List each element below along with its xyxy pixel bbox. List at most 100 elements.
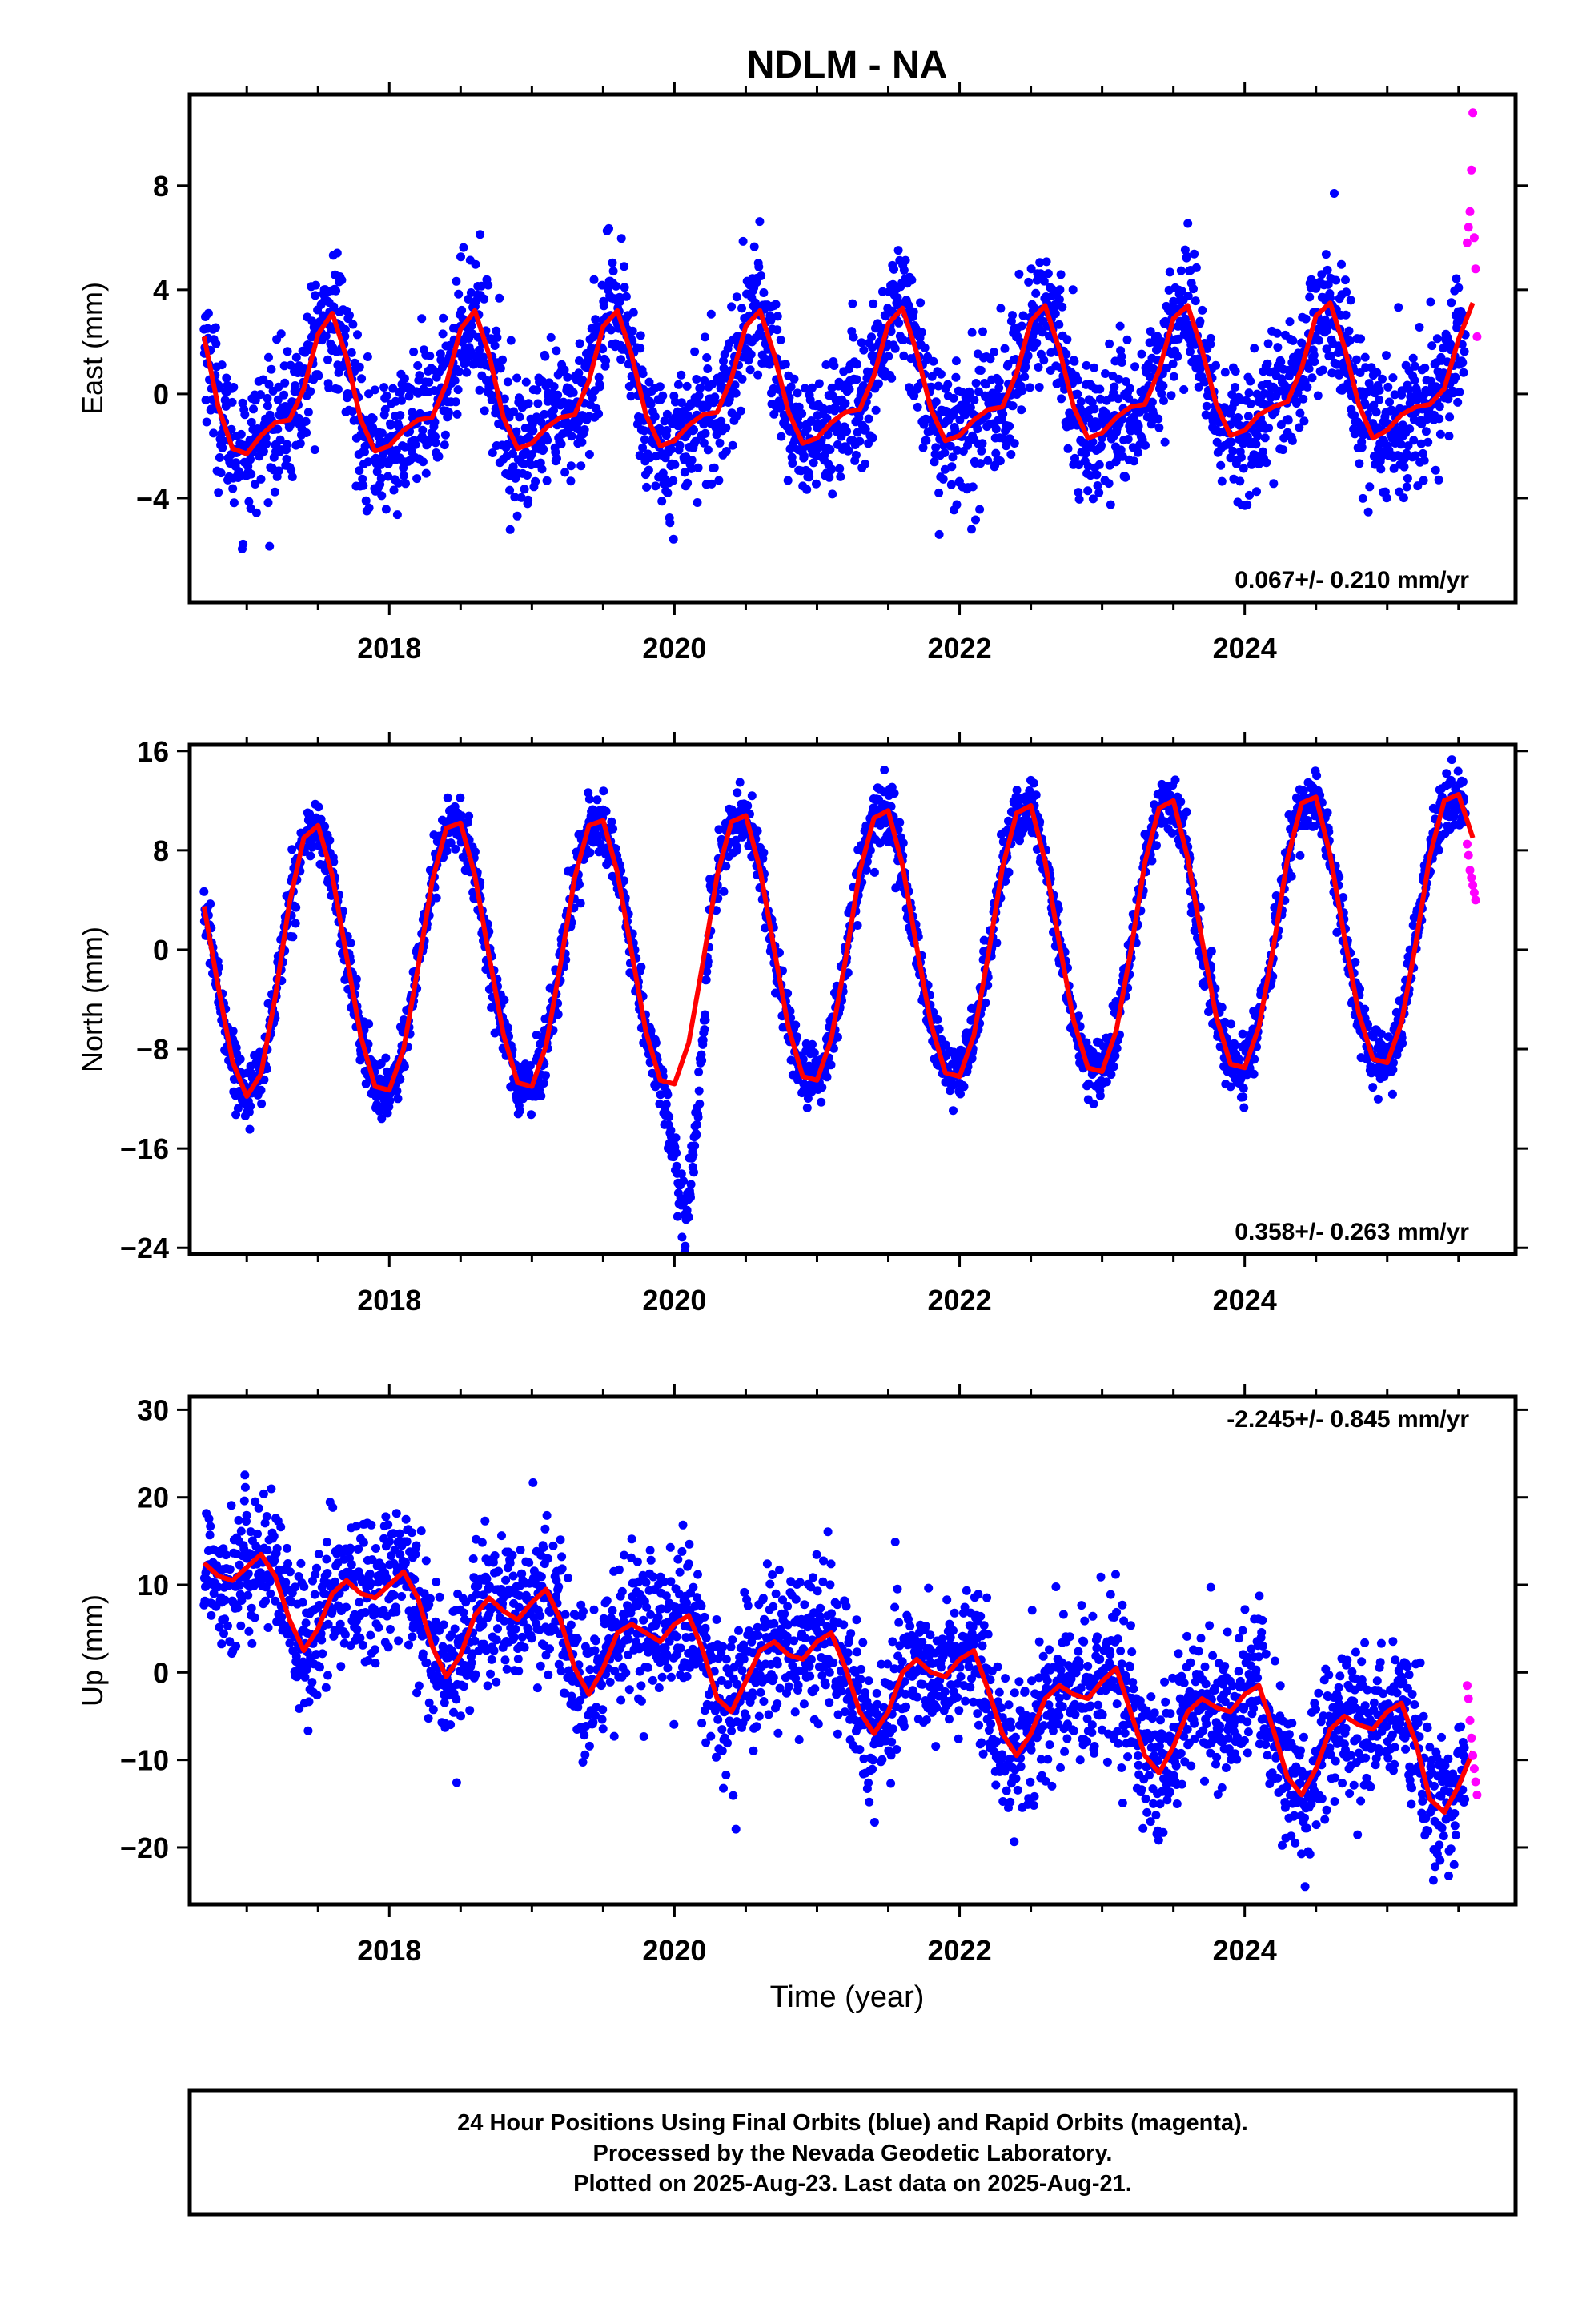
north-final-point <box>646 1026 656 1035</box>
north-final-point <box>443 793 452 802</box>
east-final-point <box>594 409 604 419</box>
east-final-point <box>696 383 705 392</box>
east-final-point <box>587 344 596 352</box>
north-final-point <box>791 1020 801 1030</box>
east-final-point <box>1435 414 1444 424</box>
north-final-point <box>584 788 593 798</box>
east-final-point <box>966 403 975 412</box>
east-final-point <box>1244 388 1254 398</box>
east-final-point <box>1198 305 1207 315</box>
north-final-point <box>536 1092 546 1100</box>
east-final-point <box>1073 389 1082 399</box>
north-final-point <box>942 1040 950 1050</box>
east-final-point <box>898 336 908 344</box>
north-final-point <box>1089 1099 1098 1108</box>
east-final-point <box>214 488 223 497</box>
east-rapid-point <box>1464 223 1473 232</box>
east-final-point <box>601 356 611 365</box>
east-final-point <box>1410 376 1419 385</box>
east-final-point <box>1181 314 1191 324</box>
north-final-point <box>1074 1011 1083 1021</box>
east-final-point <box>899 266 909 275</box>
east-final-point <box>1054 295 1064 304</box>
north-final-point <box>527 1110 536 1120</box>
east-final-point <box>901 255 910 265</box>
east-final-point <box>707 479 717 489</box>
east-final-point <box>706 309 716 319</box>
east-final-point <box>1246 399 1255 408</box>
north-final-point <box>833 1032 842 1042</box>
east-final-point <box>430 417 440 427</box>
north-final-point <box>798 1055 808 1064</box>
east-final-point <box>1090 404 1099 414</box>
north-final-point <box>500 995 509 1005</box>
east-final-point <box>1454 283 1464 292</box>
east-final-point <box>1443 394 1453 404</box>
east-final-point <box>1195 316 1205 326</box>
north-final-point <box>1112 1043 1122 1053</box>
north-final-point <box>636 963 646 971</box>
east-final-point <box>680 468 689 477</box>
east-final-point <box>812 479 821 489</box>
east-final-point <box>462 368 472 377</box>
east-final-point <box>512 427 521 436</box>
east-final-point <box>488 448 497 457</box>
east-rapid-point <box>1472 332 1482 341</box>
north-final-point <box>620 876 629 886</box>
east-final-point <box>1154 423 1164 432</box>
north-final-point <box>599 786 608 796</box>
east-final-point <box>264 352 273 362</box>
east-final-point <box>604 223 613 233</box>
east-final-point <box>1073 376 1082 385</box>
east-final-point <box>332 248 342 258</box>
east-final-point <box>845 384 854 394</box>
east-final-point <box>1056 270 1066 279</box>
east-final-point <box>1303 382 1312 392</box>
east-final-point <box>1159 396 1168 405</box>
east-final-point <box>1243 500 1252 509</box>
east-final-point <box>1293 388 1303 397</box>
east-final-point <box>1365 482 1375 492</box>
east-final-point <box>789 374 799 384</box>
east-final-point <box>490 341 500 350</box>
north-final-point <box>470 847 480 857</box>
east-final-point <box>1246 376 1255 386</box>
east-final-point <box>1299 394 1308 404</box>
chart-title: NDLM - NA <box>747 44 948 86</box>
east-final-point <box>310 445 319 455</box>
east-final-point <box>755 217 765 227</box>
north-final-point <box>235 1055 245 1064</box>
north-final-point <box>853 921 862 930</box>
east-final-point <box>1202 401 1211 411</box>
north-final-point <box>694 1068 704 1077</box>
east-final-point <box>287 465 296 475</box>
east-final-point <box>1382 493 1391 503</box>
east-final-point <box>353 330 362 340</box>
east-final-point <box>1304 364 1314 373</box>
east-final-point <box>1160 437 1170 447</box>
east-final-point <box>359 480 368 490</box>
east-final-point <box>202 417 211 427</box>
east-final-point <box>273 395 283 404</box>
east-final-point <box>476 281 486 291</box>
east-final-point <box>1039 276 1049 286</box>
north-final-point <box>959 1082 969 1092</box>
east-final-point <box>421 468 431 478</box>
east-final-point <box>994 377 1004 387</box>
east-final-point <box>1396 440 1406 449</box>
east-final-point <box>1062 335 1072 344</box>
north-final-point <box>306 851 315 861</box>
east-final-point <box>1399 462 1409 472</box>
north-final-point <box>607 817 616 826</box>
east-final-point <box>1390 390 1399 400</box>
east-final-point <box>1158 381 1168 391</box>
east-final-point <box>769 409 779 419</box>
east-final-point <box>1458 358 1468 368</box>
east-final-point <box>805 472 814 482</box>
east-final-point <box>788 459 797 468</box>
north-final-point <box>525 1061 535 1070</box>
east-final-point <box>1426 297 1435 307</box>
east-final-point <box>868 433 877 443</box>
east-final-point <box>1307 373 1317 383</box>
